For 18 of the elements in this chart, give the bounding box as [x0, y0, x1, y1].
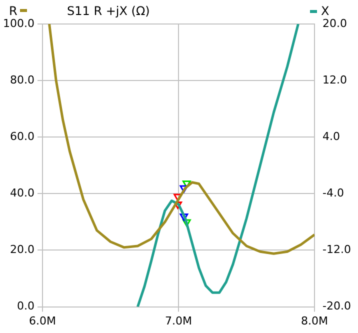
y-tick-label: 80.0	[10, 73, 34, 86]
y-tick-label: 40.0	[10, 186, 34, 200]
text: R	[9, 4, 18, 18]
y2-tick-label: 4.0	[322, 130, 340, 143]
x-tick-label: 7.0M	[165, 314, 192, 328]
y-tick-label: 100.0	[2, 16, 34, 30]
y2-tick-label: -20.0	[322, 300, 352, 313]
y-tick-label: 20.0	[10, 243, 34, 256]
y-tick-label: 60.0	[10, 130, 34, 143]
chart-title: S11 R +jX (Ω)	[67, 4, 150, 18]
y2-tick-label: 20.0	[322, 16, 348, 30]
legend-label: X	[321, 4, 330, 18]
x-tick-label: 8.0M	[301, 314, 328, 328]
x-tick-label: 6.0M	[29, 314, 56, 328]
y2-tick-label: -4.0	[322, 186, 344, 200]
y2-tick-label: -12.0	[322, 243, 352, 256]
y-tick-label: 0.0	[16, 300, 34, 313]
y2-tick-label: 12.0	[322, 73, 348, 86]
